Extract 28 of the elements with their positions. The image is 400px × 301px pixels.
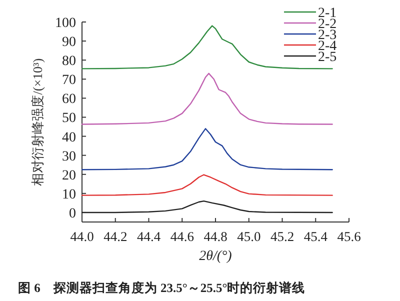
line-series bbox=[81, 200, 333, 214]
y-tick-label: 90 bbox=[62, 35, 76, 50]
y-tick-label: 0 bbox=[69, 206, 76, 222]
x-tick-label: 44.0 bbox=[70, 229, 94, 244]
x-tick-label: 44.4 bbox=[136, 229, 161, 244]
line-series bbox=[81, 174, 333, 196]
y-tick-label: 20 bbox=[62, 168, 76, 184]
x-tick-label: 44.2 bbox=[104, 229, 128, 244]
x-axis-title: 2θ/(°) bbox=[199, 249, 232, 264]
x-tick-label: 45.0 bbox=[237, 229, 261, 244]
y-tick-label: 100 bbox=[55, 16, 76, 31]
line-series bbox=[81, 128, 333, 170]
legend-label: 2-5 bbox=[318, 50, 337, 65]
y-tick-label: 50 bbox=[62, 111, 76, 126]
x-tick-label: 45.2 bbox=[270, 229, 294, 244]
y-tick-label: 70 bbox=[62, 73, 76, 88]
line-series bbox=[81, 72, 333, 125]
x-tick-label: 44.8 bbox=[204, 229, 228, 244]
x-tick-label: 45.4 bbox=[304, 229, 328, 244]
y-tick-label: 60 bbox=[62, 92, 76, 108]
y-tick-label: 10 bbox=[62, 187, 76, 202]
y-tick-label: 80 bbox=[62, 54, 76, 70]
x-tick-label: 45.6 bbox=[337, 229, 362, 244]
y-axis-title: 相对衍射峰强度/(×10³) bbox=[30, 58, 45, 186]
x-tick-label: 44.6 bbox=[170, 229, 194, 244]
caption: 图 6 探测器扫查角度为 23.5°～25.5°时的衍射谱线 bbox=[18, 280, 306, 295]
y-tick-label: 30 bbox=[62, 149, 76, 164]
y-tick-label: 40 bbox=[62, 130, 76, 146]
